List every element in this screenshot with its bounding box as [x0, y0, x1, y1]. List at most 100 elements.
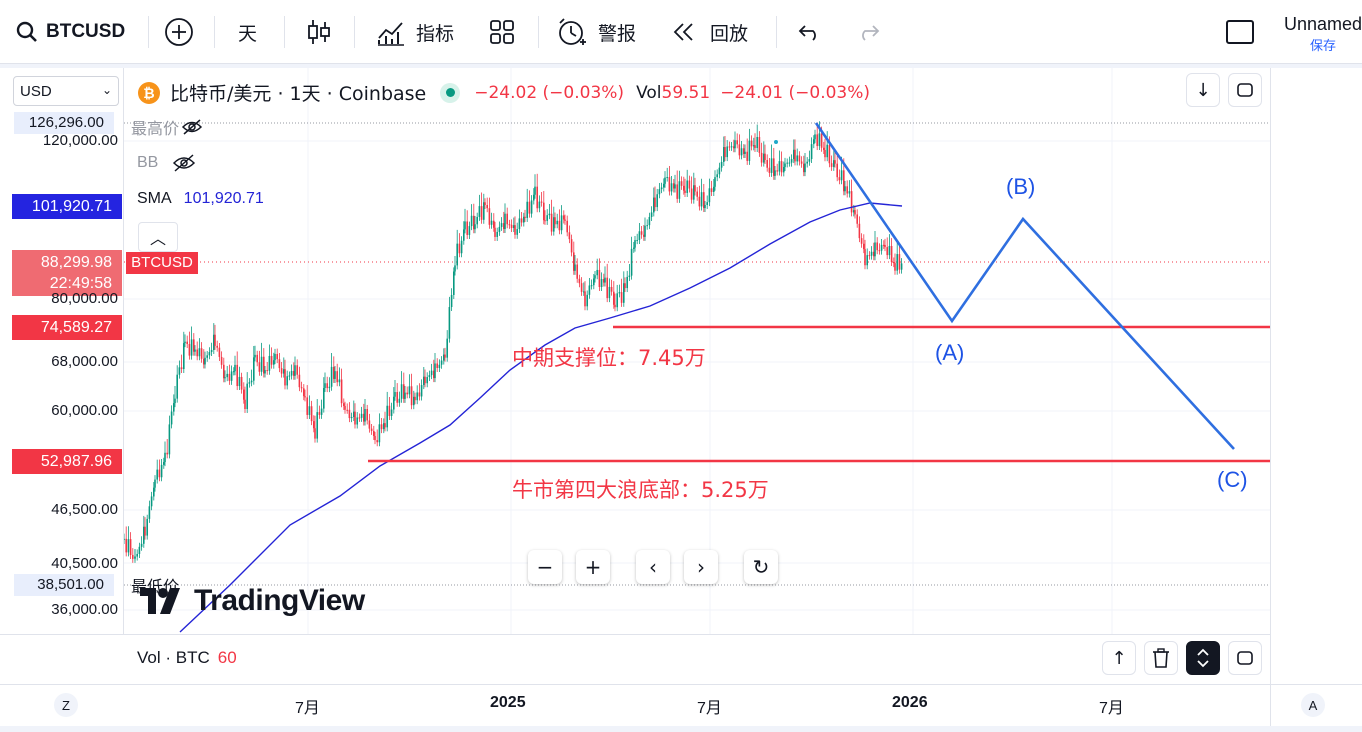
maximize-pane-button[interactable] — [1228, 73, 1262, 107]
candle-body — [208, 352, 211, 356]
candle-body — [836, 163, 838, 178]
sma-indicator-row[interactable]: SMA 101,920.71 — [137, 190, 264, 208]
candle-body — [280, 368, 283, 374]
price-chart[interactable] — [0, 68, 1270, 634]
candle-body — [283, 369, 285, 374]
candle-body — [573, 252, 575, 271]
candle-body — [228, 373, 231, 381]
zoom-in-button[interactable]: + — [576, 550, 610, 584]
candle-body — [728, 146, 731, 148]
candle-body — [344, 405, 346, 410]
candle-body — [408, 386, 411, 395]
bitcoin-logo-icon: ₿ — [138, 81, 160, 104]
timezone-z-button[interactable]: Z — [54, 693, 78, 717]
candle-body — [683, 185, 685, 191]
candle-body — [780, 161, 783, 173]
candle-body — [620, 292, 623, 303]
scroll-right-button[interactable]: › — [684, 550, 718, 584]
candle-body — [420, 385, 423, 397]
chart-type-button[interactable] — [306, 12, 332, 52]
wave-b-label[interactable]: (B) — [1006, 174, 1036, 199]
candle-body — [883, 244, 885, 246]
symbol-line-tag: BTCUSD — [126, 252, 198, 274]
indicators-button[interactable]: 指标 — [376, 12, 454, 52]
candle-body — [700, 192, 703, 207]
candle-body — [560, 215, 563, 231]
collapse-pane-button[interactable] — [1186, 641, 1220, 675]
candle-body — [820, 133, 823, 148]
bottom-gap — [0, 726, 1362, 732]
candle-body — [210, 349, 213, 353]
candle-body — [698, 196, 701, 207]
bb-indicator-row[interactable]: BB — [137, 153, 196, 173]
search-icon — [16, 21, 37, 42]
time-axis[interactable] — [0, 684, 1362, 726]
candle-body — [644, 225, 646, 237]
candle-body — [376, 440, 378, 443]
eye-off-icon[interactable] — [172, 153, 196, 173]
auto-scale-a-button[interactable]: A — [1301, 693, 1325, 717]
replay-button[interactable]: 回放 — [672, 12, 748, 52]
currency-select[interactable]: USD ⌄ — [13, 76, 119, 106]
candle-body — [198, 348, 201, 357]
wave-a-label[interactable]: (A) — [935, 340, 965, 365]
delete-pane-button[interactable] — [1144, 641, 1178, 675]
chevron-down-icon: ⌄ — [101, 83, 112, 97]
maximize-volume-pane-button[interactable] — [1228, 641, 1262, 675]
candle-body — [404, 392, 406, 399]
candle-body — [196, 349, 198, 357]
candle-body — [668, 177, 671, 192]
reset-chart-button[interactable]: ↻ — [744, 550, 778, 584]
candle-body — [536, 186, 538, 209]
alert-button[interactable]: 警报 — [556, 12, 636, 52]
undo-button[interactable] — [798, 12, 822, 52]
candle-body — [890, 245, 893, 263]
candle-body — [614, 304, 616, 308]
candle-body — [160, 464, 163, 478]
candle-body — [260, 356, 263, 372]
candle-body — [443, 354, 445, 361]
candle-body — [616, 293, 618, 308]
grid-icon — [490, 20, 514, 44]
candle-body — [580, 283, 583, 292]
candle-body — [603, 278, 605, 283]
candle-body — [588, 285, 591, 295]
candle-body — [756, 137, 758, 148]
redo-button[interactable] — [856, 12, 880, 52]
plus-icon: + — [584, 555, 602, 579]
zoom-out-button[interactable]: − — [528, 550, 562, 584]
candle-body — [640, 231, 643, 235]
move-pane-up-button[interactable]: ↑ — [1102, 641, 1136, 675]
interval-button[interactable]: 天 — [238, 12, 257, 52]
candle-body — [650, 212, 653, 217]
chart-legend[interactable]: ₿ 比特币/美元 · 1天 · Coinbase −24.02 (−0.03%)… — [138, 79, 870, 106]
price-scale[interactable] — [6, 68, 124, 634]
layouts-button[interactable] — [488, 12, 516, 52]
candle-body — [528, 201, 531, 214]
candle-body — [240, 376, 243, 390]
candle-body — [554, 217, 556, 225]
layout-name-block[interactable]: Unnamed 保存 — [1266, 14, 1362, 54]
support-mid-annotation[interactable]: 中期支撑位：7.45万 — [512, 346, 706, 370]
compare-button[interactable] — [164, 12, 194, 52]
candle-body — [740, 148, 743, 156]
fullscreen-layout-icon[interactable] — [1226, 20, 1254, 44]
scroll-down-button[interactable]: ↓ — [1186, 73, 1220, 107]
scroll-left-button[interactable]: ‹ — [636, 550, 670, 584]
main-chart-area[interactable] — [0, 68, 1270, 634]
chart-title: 比特币/美元 · 1天 · Coinbase — [170, 83, 427, 105]
candle-body — [818, 133, 821, 147]
volume-legend[interactable]: Vol · BTC 60 — [137, 648, 237, 668]
abc-wave-projection[interactable] — [814, 122, 1235, 450]
candle-body — [624, 283, 626, 289]
support-bottom-annotation[interactable]: 牛市第四大浪底部：5.25万 — [512, 478, 769, 502]
tradingview-wordmark: TradingView — [194, 584, 365, 617]
collapse-legend-button[interactable]: ︿ — [138, 222, 178, 252]
candle-body — [733, 146, 735, 149]
symbol-search[interactable]: BTCUSD — [16, 12, 125, 52]
wave-c-label[interactable]: (C) — [1217, 467, 1248, 492]
candle-body — [876, 242, 878, 251]
candle-body — [378, 424, 381, 443]
volume-pane[interactable] — [0, 634, 1270, 684]
redo-icon — [862, 25, 880, 41]
